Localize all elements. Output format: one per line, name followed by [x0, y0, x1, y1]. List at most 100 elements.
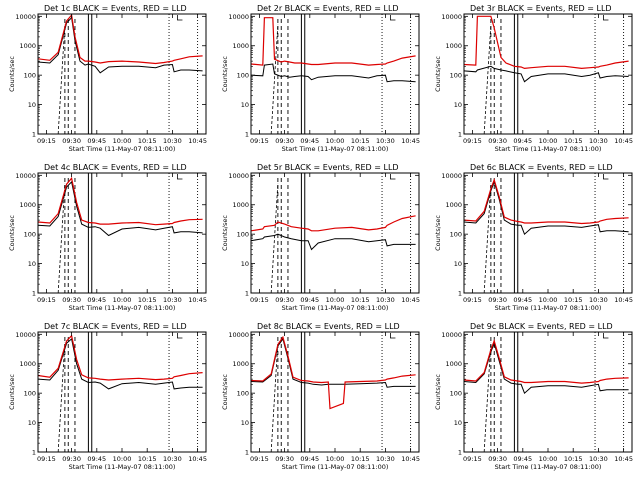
- x-tick-label: 10:15: [138, 137, 157, 145]
- y-tick-label: 10000: [441, 331, 462, 339]
- series-events-line: [463, 65, 629, 83]
- bracket-mark: [390, 174, 396, 180]
- y-tick-label: 1000: [445, 42, 462, 50]
- x-tick-label: 09:30: [62, 137, 81, 145]
- dashed-marker-line: [57, 182, 66, 294]
- x-tick-label: 10:45: [614, 137, 633, 145]
- time-markers: [270, 332, 412, 453]
- x-tick-label: 10:00: [326, 455, 345, 463]
- x-tick-label: 09:15: [463, 455, 482, 463]
- plot-frame: [37, 172, 207, 294]
- x-tick-label: 10:00: [113, 455, 132, 463]
- x-tick-label: 09:30: [275, 296, 294, 304]
- x-tick-label: 10:30: [376, 455, 395, 463]
- series-lld-line: [37, 334, 203, 381]
- y-tick-label: 1: [32, 449, 36, 457]
- y-tick-label: 100: [450, 72, 462, 80]
- y-tick-label: 100: [237, 231, 249, 239]
- time-markers: [57, 332, 199, 453]
- y-tick-label: 1: [245, 290, 249, 298]
- y-axis-label: Counts/sec: [8, 56, 16, 92]
- x-tick-label: 09:30: [488, 296, 507, 304]
- panel-title: Det 7c BLACK = Events, RED = LLD: [44, 322, 187, 331]
- x-tick-label: 10:45: [401, 455, 420, 463]
- series-events-line: [37, 337, 203, 390]
- panel-3: Det 3r BLACK = Events, RED = LLD 1 10 100 10…: [434, 4, 633, 153]
- series-lld-line: [250, 17, 416, 66]
- time-markers: [57, 14, 199, 135]
- series-events-line: [250, 233, 416, 251]
- y-tick-label: 10: [241, 101, 249, 109]
- y-axis-label: Counts/sec: [434, 215, 442, 251]
- panel-7: Det 7c BLACK = Events, RED = LLD 1 10 100 10…: [8, 322, 207, 471]
- x-tick-label: 10:00: [113, 296, 132, 304]
- x-tick-label: 10:45: [401, 296, 420, 304]
- x-tick-label: 09:45: [87, 296, 106, 304]
- x-tick-label: 10:15: [138, 296, 157, 304]
- x-tick-label: 10:15: [564, 296, 583, 304]
- x-tick-label: 10:45: [614, 455, 633, 463]
- x-tick-label: 09:45: [87, 455, 106, 463]
- dashed-marker-line: [270, 23, 279, 135]
- panel-5: Det 5r BLACK = Events, RED = LLD 1 10 100 10…: [221, 163, 420, 312]
- x-tick-label: 10:30: [163, 455, 182, 463]
- x-tick-label: 10:15: [564, 455, 583, 463]
- y-axis-label: Counts/sec: [221, 56, 229, 92]
- x-axis-label: Start Time (11-May-07 08:11:00): [69, 145, 176, 153]
- x-tick-label: 09:45: [300, 296, 319, 304]
- x-tick-label: 09:30: [275, 455, 294, 463]
- series-lld-line: [250, 335, 416, 410]
- x-tick-label: 10:30: [589, 455, 608, 463]
- x-tick-label: 09:45: [300, 137, 319, 145]
- y-tick-label: 1000: [19, 42, 36, 50]
- plot-frame: [250, 172, 420, 294]
- x-axis-label: Start Time (11-May-07 08:11:00): [495, 304, 602, 312]
- y-axis-label: Counts/sec: [221, 215, 229, 251]
- bracket-mark: [390, 15, 396, 21]
- y-tick-label: 1: [458, 290, 462, 298]
- bracket-mark: [603, 333, 609, 339]
- x-tick-label: 10:45: [614, 296, 633, 304]
- x-tick-label: 10:45: [188, 296, 207, 304]
- panel-title: Det 6c BLACK = Events, RED = LLD: [470, 163, 613, 172]
- y-tick-label: 10000: [228, 13, 249, 21]
- dashed-marker-line: [270, 182, 279, 294]
- x-tick-label: 09:15: [37, 455, 56, 463]
- x-axis-label: Start Time (11-May-07 08:11:00): [69, 463, 176, 471]
- bracket-mark: [177, 15, 183, 21]
- y-tick-label: 1: [458, 449, 462, 457]
- x-tick-label: 10:00: [539, 296, 558, 304]
- panel-8: Det 8c BLACK = Events, RED = LLD 1 10 100 10…: [221, 322, 420, 471]
- x-tick-label: 09:30: [275, 137, 294, 145]
- time-markers: [57, 173, 199, 294]
- series-lld-line: [37, 13, 203, 65]
- y-tick-label: 1000: [445, 201, 462, 209]
- dashed-marker-line: [483, 182, 492, 294]
- x-tick-label: 09:15: [37, 137, 56, 145]
- x-tick-label: 09:30: [488, 137, 507, 145]
- y-tick-label: 10000: [228, 172, 249, 180]
- panel-title: Det 9c BLACK = Events, RED = LLD: [470, 322, 613, 331]
- x-tick-label: 10:15: [138, 455, 157, 463]
- series-lld-line: [463, 178, 629, 225]
- x-tick-label: 10:30: [589, 296, 608, 304]
- x-tick-label: 09:30: [62, 455, 81, 463]
- y-tick-label: 10000: [441, 172, 462, 180]
- time-markers: [483, 173, 625, 294]
- series-events-line: [37, 16, 203, 74]
- panel-title: Det 4c BLACK = Events, RED = LLD: [44, 163, 187, 172]
- x-tick-label: 09:15: [37, 296, 56, 304]
- y-tick-label: 1: [32, 290, 36, 298]
- time-markers: [270, 173, 412, 294]
- panel-9: Det 9c BLACK = Events, RED = LLD 1 10 100 10…: [434, 322, 633, 471]
- x-axis-label: Start Time (11-May-07 08:11:00): [69, 304, 176, 312]
- y-tick-label: 10: [454, 260, 462, 268]
- x-tick-label: 09:30: [62, 296, 81, 304]
- y-tick-label: 10000: [441, 13, 462, 21]
- panel-title: Det 3r BLACK = Events, RED = LLD: [470, 4, 612, 13]
- panel-6: Det 6c BLACK = Events, RED = LLD 1 10 100 10…: [434, 163, 633, 312]
- x-tick-label: 10:45: [401, 137, 420, 145]
- panel-title: Det 8c BLACK = Events, RED = LLD: [257, 322, 400, 331]
- x-tick-label: 09:45: [513, 137, 532, 145]
- x-tick-label: 10:00: [539, 137, 558, 145]
